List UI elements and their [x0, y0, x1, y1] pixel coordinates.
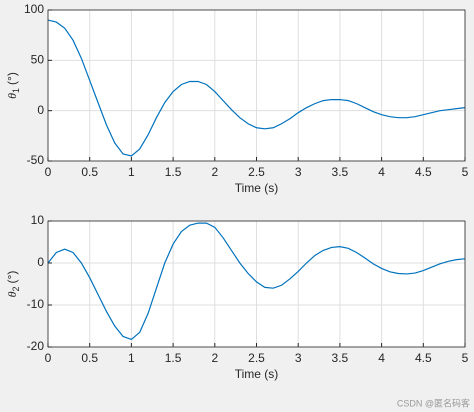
y-label-subscript: 2 — [11, 286, 21, 291]
axes-box — [47, 220, 466, 348]
x-tick-label: 4 — [378, 351, 385, 365]
y-tick-label: 0 — [37, 103, 44, 117]
y-axis-label: θ1 (°) — [5, 72, 22, 99]
x-tick-label: 0 — [45, 351, 52, 365]
y-tick-label: 100 — [24, 2, 44, 16]
y-axis-label: θ2 (°) — [5, 271, 22, 298]
y-label-unit: (°) — [5, 271, 19, 284]
x-tick-label: 2.5 — [248, 351, 265, 365]
x-tick-label: 0 — [45, 165, 52, 179]
y-tick-label: 0 — [37, 255, 44, 269]
x-axis-label: Time (s) — [235, 367, 279, 381]
y-tick-label: -20 — [27, 339, 45, 353]
x-tick-label: 1.5 — [165, 165, 182, 179]
x-tick-label: 2 — [211, 165, 218, 179]
line — [47, 19, 466, 157]
x-tick-label: 1 — [128, 351, 135, 365]
x-tick-label: 3 — [295, 351, 302, 365]
line — [47, 222, 466, 341]
x-tick-label: 1.5 — [165, 351, 182, 365]
y-label-subscript: 1 — [11, 88, 21, 93]
x-tick-label: 4.5 — [415, 165, 432, 179]
x-tick-label: 0.5 — [81, 351, 98, 365]
x-tick-label: 3.5 — [332, 165, 349, 179]
y-tick-label: -50 — [27, 153, 45, 167]
x-tick-label: 0.5 — [81, 165, 98, 179]
axes-box — [47, 9, 466, 162]
x-tick-label: 2 — [211, 351, 218, 365]
x-tick-label: 5 — [462, 351, 469, 365]
x-tick-label: 2.5 — [248, 165, 265, 179]
y-label-symbol: θ — [5, 93, 19, 99]
x-tick-label: 4 — [378, 165, 385, 179]
y-tick-label: -10 — [27, 297, 45, 311]
watermark: CSDN @匿名码客 — [397, 397, 470, 408]
x-tick-label: 4.5 — [415, 351, 432, 365]
x-tick-label: 1 — [128, 165, 135, 179]
y-label-unit: (°) — [5, 72, 19, 85]
y-tick-label: 10 — [31, 213, 45, 227]
x-tick-label: 3 — [295, 165, 302, 179]
x-tick-label: 5 — [462, 165, 469, 179]
y-tick-label: 50 — [31, 53, 45, 67]
x-tick-label: 3.5 — [332, 351, 349, 365]
y-label-symbol: θ — [5, 291, 19, 297]
x-axis-label: Time (s) — [235, 181, 279, 195]
